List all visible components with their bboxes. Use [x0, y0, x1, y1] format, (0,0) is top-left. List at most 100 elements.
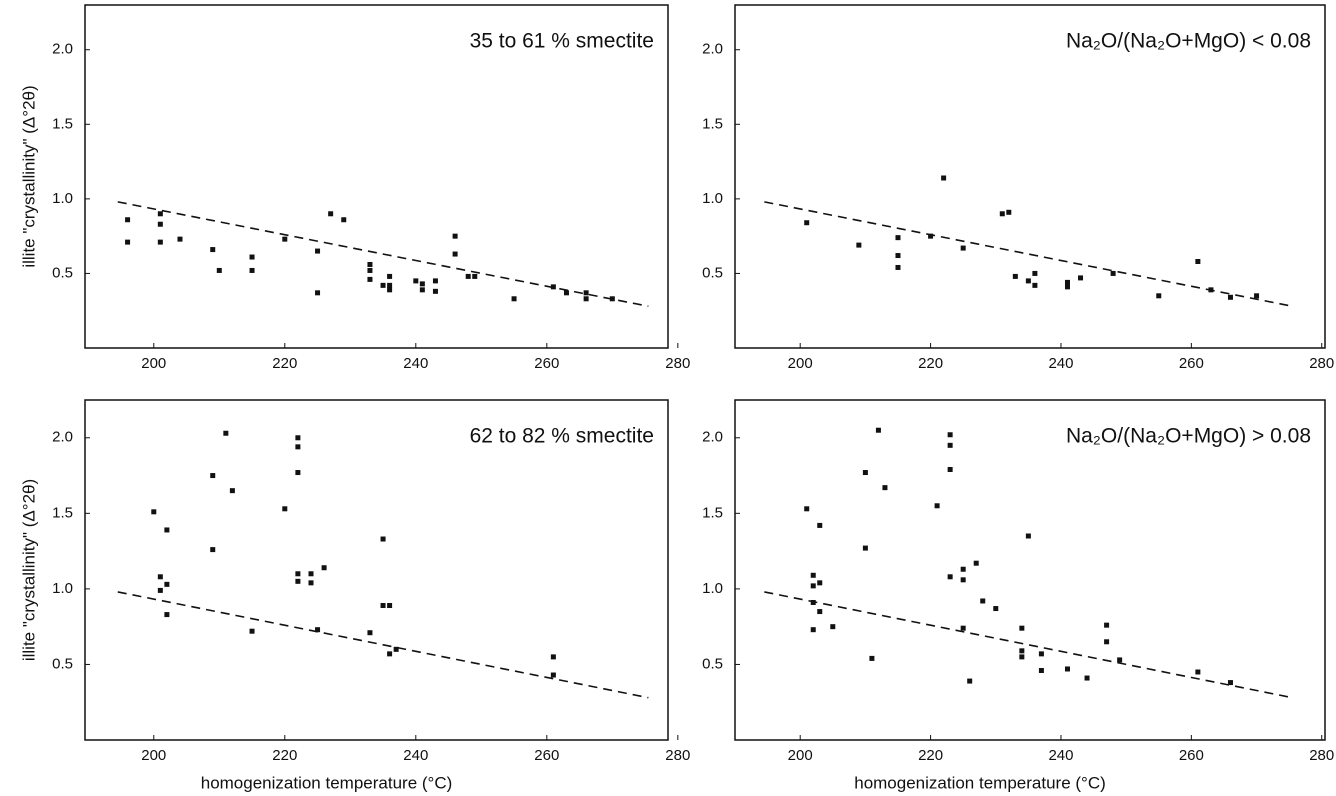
- data-point: [295, 444, 301, 450]
- data-point: [1032, 270, 1038, 276]
- panel-annotation: Na₂O/(Na₂O+MgO) > 0.08: [1066, 425, 1311, 448]
- data-point: [387, 282, 393, 288]
- data-point: [882, 485, 888, 491]
- data-point: [1104, 639, 1110, 645]
- y-tick-label: 1.0: [52, 580, 73, 597]
- data-point: [341, 217, 347, 223]
- data-point: [387, 273, 393, 279]
- data-point: [947, 442, 953, 448]
- trend-line: [764, 591, 1293, 699]
- data-point: [1254, 293, 1260, 299]
- data-point: [308, 580, 314, 586]
- x-axis-label: homogenization temperature (°C): [201, 773, 453, 792]
- data-point: [583, 296, 589, 302]
- x-tick-label: 240: [1048, 747, 1073, 764]
- data-point: [387, 651, 393, 657]
- data-point: [609, 296, 615, 302]
- x-tick-label: 220: [272, 747, 297, 764]
- y-tick-label: 1.0: [702, 190, 723, 207]
- data-point: [1084, 675, 1090, 681]
- x-tick-label: 280: [665, 747, 690, 764]
- panel-annotation: 62 to 82 % smectite: [470, 425, 654, 448]
- y-tick-label: 0.5: [702, 264, 723, 281]
- data-point: [810, 572, 816, 578]
- data-point: [550, 654, 556, 660]
- data-point: [960, 566, 966, 572]
- x-tick-label: 240: [403, 747, 428, 764]
- x-tick-label: 280: [1309, 747, 1334, 764]
- x-tick-label: 280: [665, 355, 690, 372]
- data-point: [157, 574, 163, 580]
- data-point: [295, 578, 301, 584]
- x-tick-label: 240: [403, 355, 428, 372]
- y-tick-label: 0.5: [52, 264, 73, 281]
- data-point: [511, 296, 517, 302]
- data-point: [999, 211, 1005, 217]
- x-tick-label: 260: [534, 747, 559, 764]
- data-point: [367, 630, 373, 636]
- data-point: [960, 245, 966, 251]
- x-tick-label: 260: [1179, 355, 1204, 372]
- data-point: [367, 267, 373, 273]
- data-point: [1156, 293, 1162, 299]
- data-point: [151, 509, 157, 515]
- y-tick-label: 1.5: [702, 115, 723, 132]
- data-point: [810, 583, 816, 589]
- data-point: [960, 625, 966, 631]
- data-point: [563, 290, 569, 296]
- data-point: [869, 655, 875, 661]
- data-point: [380, 603, 386, 609]
- data-point: [895, 235, 901, 241]
- data-point: [1038, 667, 1044, 673]
- data-point: [419, 287, 425, 293]
- data-point: [1012, 273, 1018, 279]
- data-point: [472, 273, 478, 279]
- data-point: [452, 251, 458, 257]
- data-point: [550, 672, 556, 678]
- data-point: [1208, 287, 1214, 293]
- data-point: [249, 254, 255, 260]
- panel-annotation: Na₂O/(Na₂O+MgO) < 0.08: [1066, 30, 1311, 53]
- data-point: [249, 267, 255, 273]
- data-point: [282, 506, 288, 512]
- data-point: [817, 522, 823, 528]
- data-point: [1195, 259, 1201, 265]
- data-point: [315, 290, 321, 296]
- plot-frame: [84, 4, 669, 349]
- data-point: [1025, 278, 1031, 284]
- data-point: [875, 427, 881, 433]
- y-tick-label: 2.0: [702, 41, 723, 58]
- y-tick-label: 1.5: [52, 504, 73, 521]
- x-tick-label: 240: [1048, 355, 1073, 372]
- data-point: [328, 211, 334, 217]
- data-point: [393, 646, 399, 652]
- data-point: [810, 627, 816, 633]
- plot-frame: [734, 399, 1326, 741]
- data-point: [229, 488, 235, 494]
- data-point: [895, 264, 901, 270]
- data-point: [941, 175, 947, 181]
- y-axis-label: illite "crystallinity" (Δ°2θ): [19, 85, 38, 267]
- data-point: [387, 287, 393, 293]
- data-point: [387, 603, 393, 609]
- trend-line: [117, 591, 649, 699]
- data-point: [1038, 651, 1044, 657]
- data-point: [1019, 648, 1025, 654]
- data-point: [1104, 622, 1110, 628]
- data-point: [367, 276, 373, 282]
- x-tick-label: 260: [534, 355, 559, 372]
- data-point: [315, 627, 321, 633]
- data-point: [947, 574, 953, 580]
- y-tick-label: 1.5: [702, 504, 723, 521]
- data-point: [804, 220, 810, 226]
- data-point: [967, 678, 973, 684]
- data-point: [1117, 657, 1123, 663]
- data-point: [223, 430, 229, 436]
- x-tick-label: 280: [1309, 355, 1334, 372]
- data-point: [583, 290, 589, 296]
- data-point: [973, 560, 979, 566]
- data-point: [1195, 669, 1201, 675]
- data-point: [817, 609, 823, 615]
- data-point: [993, 606, 999, 612]
